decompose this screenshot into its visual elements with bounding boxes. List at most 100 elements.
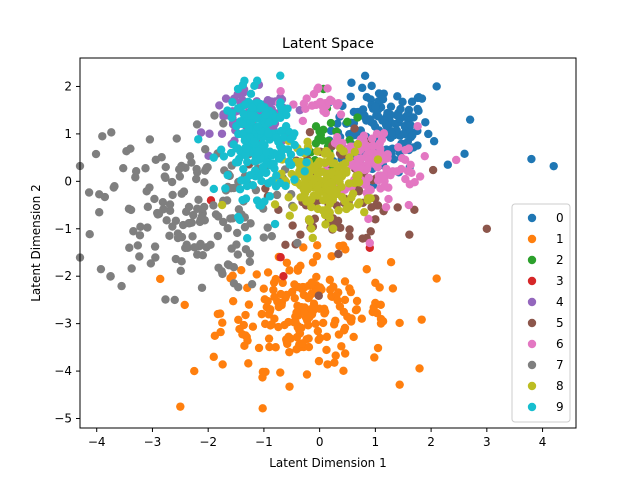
data-point (314, 335, 323, 345)
data-point (256, 103, 266, 112)
y-tick-label: −3 (54, 317, 72, 331)
data-point (311, 139, 321, 148)
data-point (313, 204, 323, 214)
data-point (386, 258, 396, 267)
points-layer (75, 71, 558, 413)
data-point (228, 97, 237, 107)
legend-label: 5 (556, 316, 564, 330)
data-point (395, 318, 404, 328)
data-point (231, 158, 241, 167)
data-point (345, 284, 354, 293)
data-point (241, 331, 250, 340)
data-point (156, 274, 165, 284)
data-point (244, 124, 253, 134)
legend-marker (527, 339, 537, 349)
data-point (276, 253, 285, 262)
data-point (347, 78, 356, 87)
data-point (232, 144, 241, 153)
data-point (305, 127, 315, 137)
data-point (307, 224, 316, 233)
data-point (264, 118, 274, 127)
data-point (289, 100, 298, 109)
y-axis: −5 −4 −3 −2 −1 0 1 2 (54, 79, 80, 426)
data-point (331, 351, 340, 360)
data-point (228, 271, 237, 280)
data-point (237, 176, 246, 185)
data-point (249, 137, 259, 146)
data-point (284, 193, 293, 202)
data-point (372, 129, 382, 139)
data-point (443, 160, 453, 169)
data-point (233, 250, 243, 259)
data-point (400, 155, 410, 164)
data-point (527, 154, 536, 164)
legend-label: 8 (556, 379, 564, 393)
data-point (241, 310, 250, 320)
data-point (298, 116, 308, 126)
data-point (265, 342, 274, 352)
data-point (261, 148, 270, 157)
data-point (235, 215, 245, 225)
data-point (259, 233, 268, 242)
data-point (106, 272, 115, 281)
data-point (110, 182, 119, 191)
data-point (308, 233, 317, 243)
data-point (272, 171, 281, 180)
x-tick-label: 4 (539, 435, 547, 449)
y-tick-label: 1 (64, 127, 72, 141)
data-point (269, 159, 278, 168)
data-point (206, 240, 215, 249)
data-point (314, 83, 323, 92)
data-point (218, 360, 227, 369)
data-point (326, 178, 336, 188)
data-point (151, 155, 161, 165)
data-point (281, 121, 291, 131)
data-point (395, 114, 405, 124)
data-point (246, 111, 256, 120)
data-point (189, 210, 198, 220)
legend-item-1: 1 (527, 232, 564, 246)
data-point (345, 225, 354, 234)
data-point (341, 245, 350, 254)
data-point (415, 172, 425, 181)
data-point (281, 181, 290, 191)
data-point (214, 263, 223, 272)
data-point (325, 213, 335, 223)
data-point (381, 202, 391, 212)
legend: 0 1 2 3 4 5 6 7 8 9 (511, 203, 571, 423)
data-point (125, 243, 134, 252)
data-point (321, 220, 330, 229)
data-point (217, 129, 227, 138)
data-point (362, 265, 371, 274)
data-point (367, 81, 376, 91)
data-point (158, 197, 168, 207)
data-point (387, 128, 396, 137)
data-point (303, 321, 313, 330)
data-point (404, 200, 414, 210)
data-point (373, 201, 383, 210)
data-point (346, 92, 355, 101)
data-point (145, 135, 155, 144)
data-point (302, 158, 311, 167)
y-tick-label: −5 (54, 412, 72, 426)
data-point (352, 296, 362, 306)
x-axis-label: Latent Dimension 1 (269, 456, 387, 470)
data-point (362, 116, 371, 125)
data-point (146, 259, 156, 268)
data-point (243, 157, 252, 167)
data-point (218, 269, 227, 279)
data-point (98, 132, 107, 141)
data-point (192, 174, 201, 184)
data-point (355, 198, 364, 207)
data-point (358, 83, 367, 93)
data-point (162, 216, 171, 225)
data-point (398, 97, 407, 107)
data-point (343, 117, 352, 127)
data-point (226, 214, 235, 223)
data-point (334, 174, 344, 183)
data-point (209, 184, 219, 194)
data-point (395, 380, 404, 389)
data-point (278, 278, 287, 288)
data-point (242, 144, 251, 153)
data-point (378, 95, 388, 104)
